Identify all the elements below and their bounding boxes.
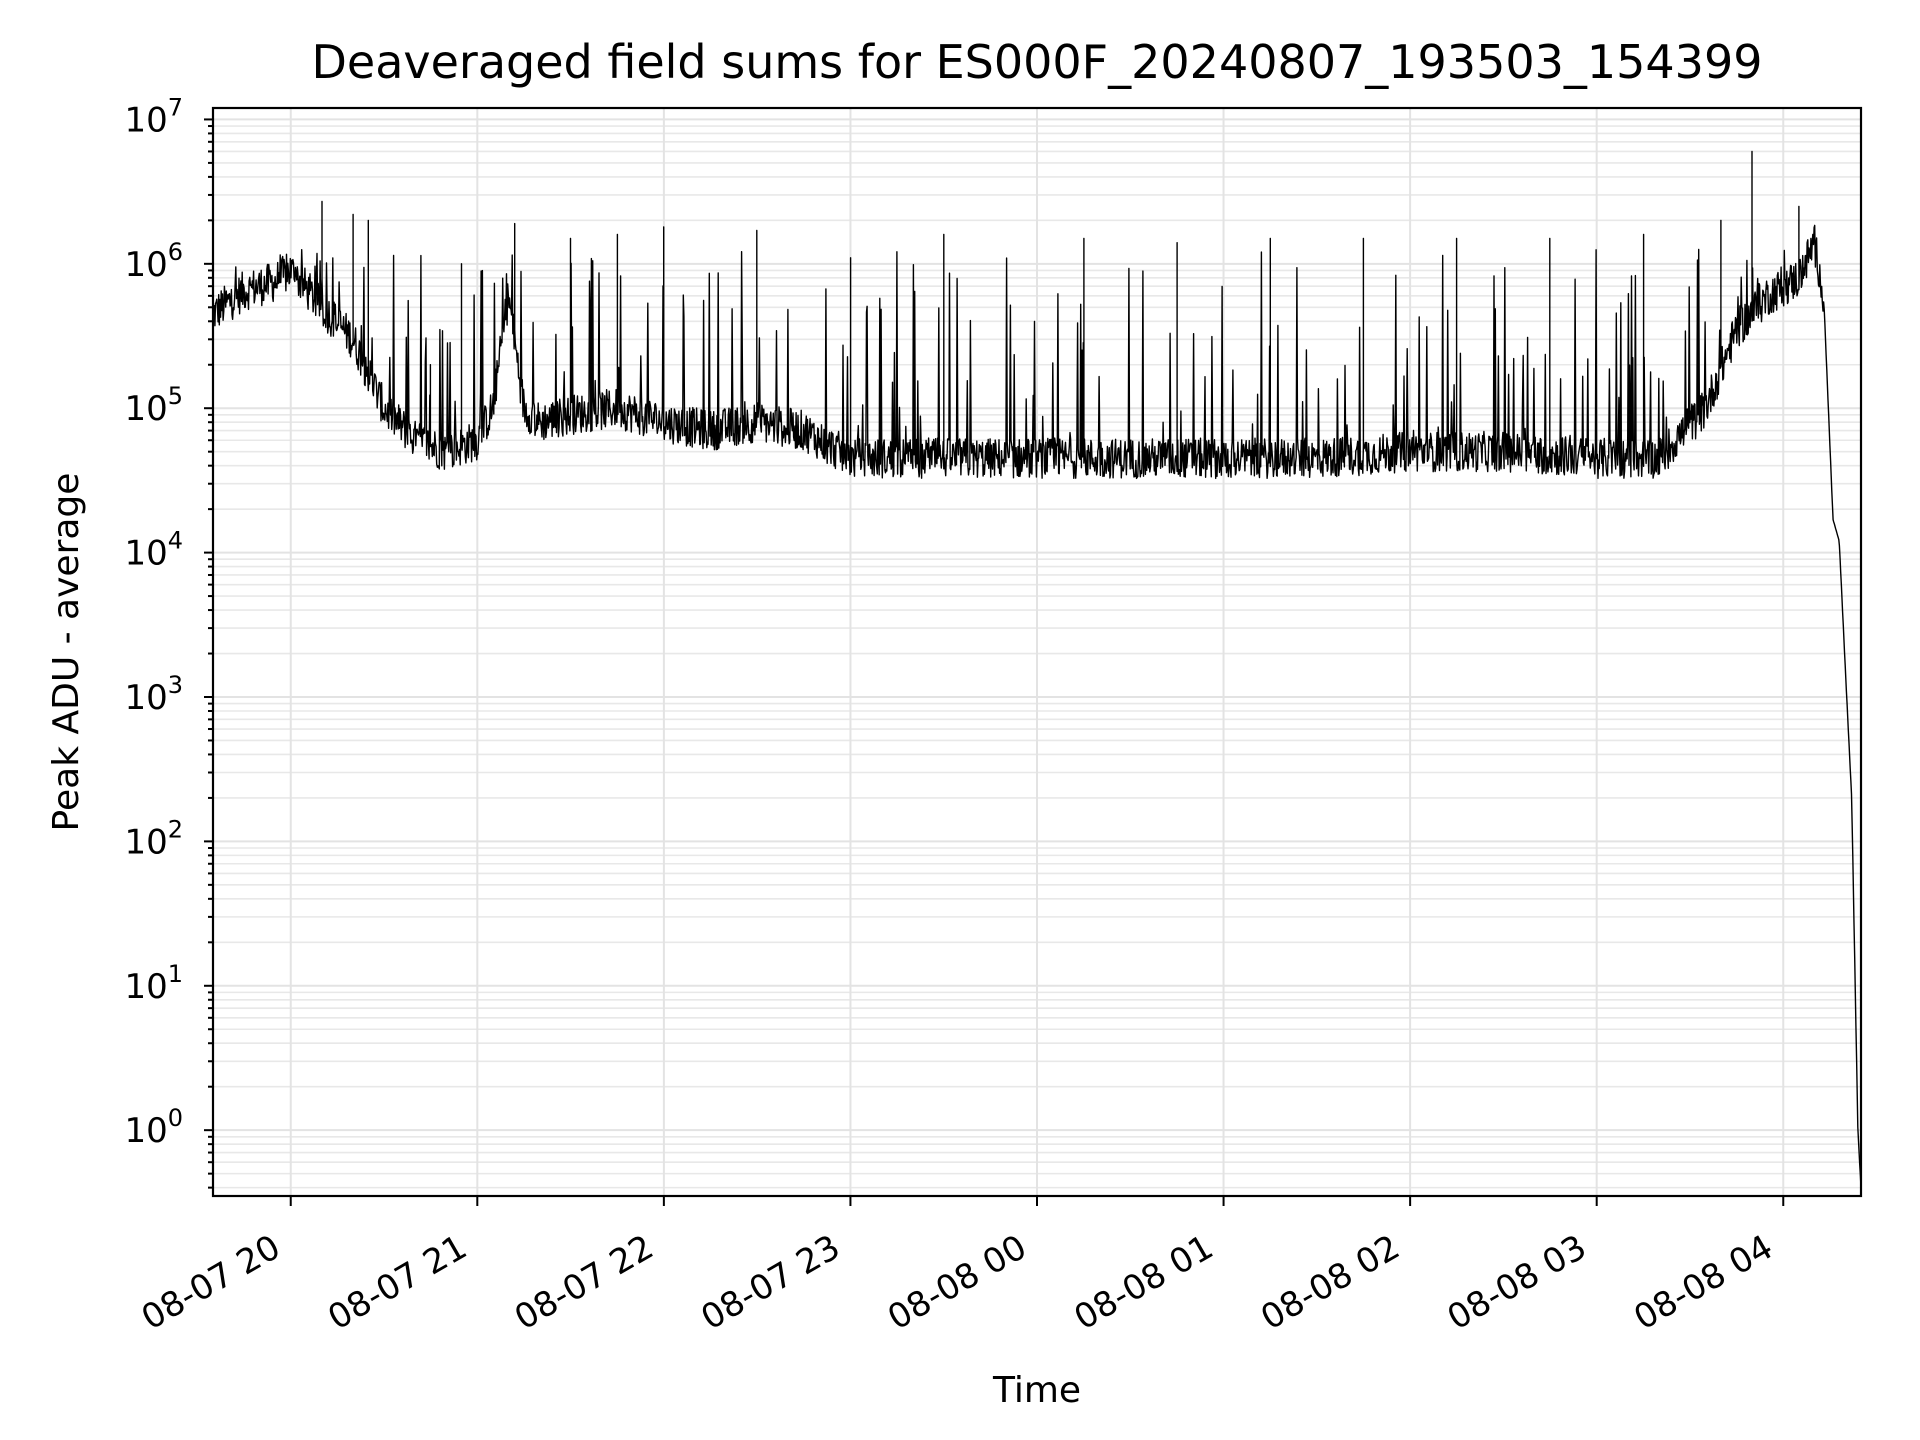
y-tick-label: 105 xyxy=(124,382,183,429)
y-tick-label: 100 xyxy=(124,1104,183,1151)
y-tick-label: 103 xyxy=(124,671,183,718)
major-grid xyxy=(213,108,1861,1196)
y-tick-label: 107 xyxy=(124,93,183,140)
y-tick-label: 101 xyxy=(124,960,183,1007)
series-layer xyxy=(212,150,1862,1188)
y-tick-labels: 100 101 102 103 104 105 106 107 xyxy=(124,93,183,1151)
y-tick-label: 106 xyxy=(124,238,183,285)
x-axis-label: Time xyxy=(992,1370,1081,1411)
y-tick-label: 104 xyxy=(124,527,183,574)
ticks xyxy=(204,118,1785,1206)
series-line xyxy=(212,150,1862,1188)
chart-title: Deaveraged field sums for ES000F_2024080… xyxy=(312,35,1763,89)
y-axis-label: Peak ADU - average xyxy=(46,473,87,832)
y-tick-label: 102 xyxy=(124,815,183,862)
